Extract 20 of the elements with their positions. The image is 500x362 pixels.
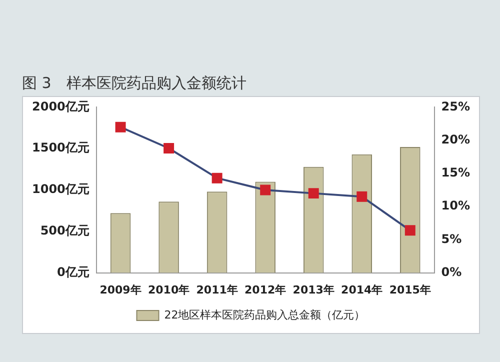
y-tick-label: 2000亿元 — [32, 99, 90, 114]
legend-label: 22地区样本医院药品购入总金额（亿元） — [164, 308, 366, 322]
chart-title: 图 3 样本医院药品购入金额统计 — [22, 74, 246, 93]
y2-tick-label: 0% — [441, 264, 462, 279]
x-tick-label: 2009年 — [100, 283, 142, 296]
x-tick-label: 2013年 — [292, 283, 334, 296]
y2-tick-label: 5% — [441, 232, 462, 246]
x-tick-label: 2011年 — [196, 283, 238, 296]
x-tick-label: 2012年 — [244, 283, 286, 296]
y-tick-label: 0亿元 — [57, 264, 90, 279]
y-tick-label: 1000亿元 — [32, 182, 90, 196]
y-tick-label: 1500亿元 — [32, 140, 90, 155]
y2-tick-label: 15% — [441, 166, 470, 180]
y2-tick-label: 20% — [441, 132, 470, 146]
x-tick-label: 2014年 — [341, 283, 383, 296]
y-tick-label: 500亿元 — [40, 224, 90, 238]
y2-tick-label: 25% — [441, 99, 470, 114]
y2-tick-label: 10% — [441, 198, 470, 213]
x-tick-label: 2015年 — [389, 283, 431, 296]
x-tick-label: 2010年 — [148, 283, 190, 296]
